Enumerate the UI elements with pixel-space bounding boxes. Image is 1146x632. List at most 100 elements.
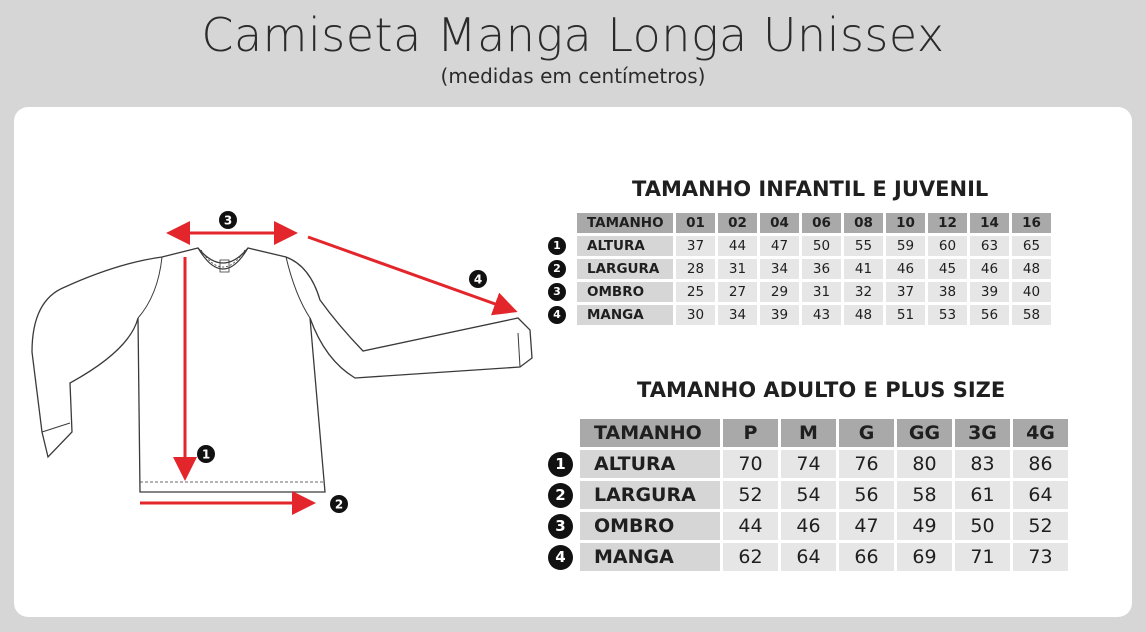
table-row: 2 LARGURA 28 31 34 36 41 46 45 46 48	[548, 259, 1051, 279]
row-number-badge: 4	[548, 544, 573, 570]
measurement-value: 44	[718, 236, 757, 256]
row-number-cell: 2	[548, 259, 574, 279]
measurement-value: 30	[676, 305, 715, 325]
measurement-value: 71	[955, 543, 1010, 571]
shirt-outline	[31, 247, 533, 493]
measurement-value: 34	[718, 305, 757, 325]
table-row: 1 ALTURA 70 74 76 80 83 86	[548, 450, 1068, 478]
row-number-cell: 4	[548, 543, 577, 571]
size-column-header: GG	[897, 419, 952, 447]
size-column-header: 16	[1012, 213, 1051, 233]
adulto-size-table: TAMANHO P M G GG 3G 4G 1 ALTURA 70 74 76 80 83 86 2 LARG…	[545, 416, 1071, 574]
measurement-value: 54	[781, 481, 836, 509]
measurement-value: 63	[970, 236, 1009, 256]
measurement-value: 29	[760, 282, 799, 302]
adulto-table-title: TAMANHO ADULTO E PLUS SIZE	[637, 378, 1006, 402]
measurement-value: 25	[676, 282, 715, 302]
measurement-value: 49	[897, 512, 952, 540]
measurement-value: 48	[844, 305, 883, 325]
measurement-value: 40	[1012, 282, 1051, 302]
shirt-diagram: 3 4 1 2	[31, 211, 533, 515]
row-number-cell: 1	[548, 450, 577, 478]
measurement-value: 28	[676, 259, 715, 279]
infantil-size-table: TAMANHO 01 02 04 06 08 10 12 14 16 1 ALTURA 37 44 47 50…	[545, 210, 1054, 328]
row-number-cell: 3	[548, 512, 577, 540]
measurement-value: 74	[781, 450, 836, 478]
row-number-badge: 4	[548, 306, 566, 324]
measurement-value: 39	[760, 305, 799, 325]
measurement-value: 51	[886, 305, 925, 325]
measurement-value: 36	[802, 259, 841, 279]
measurement-value: 64	[1013, 481, 1068, 509]
size-column-header: 3G	[955, 419, 1010, 447]
measurement-value: 48	[1012, 259, 1051, 279]
size-column-header: P	[723, 419, 778, 447]
measurement-value: 69	[897, 543, 952, 571]
measurement-value: 58	[897, 481, 952, 509]
table-row: 2 LARGURA 52 54 56 58 61 64	[548, 481, 1068, 509]
measurement-label: ALTURA	[580, 450, 720, 478]
infantil-table-title: TAMANHO INFANTIL E JUVENIL	[632, 177, 989, 201]
marker-2-badge: 2	[330, 495, 348, 513]
page-title: Camiseta Manga Longa Unissex	[201, 8, 945, 62]
arrow-manga	[307, 235, 518, 316]
measurement-value: 32	[844, 282, 883, 302]
number-column-spacer	[548, 419, 577, 447]
row-number-cell: 3	[548, 282, 574, 302]
measurement-value: 39	[970, 282, 1009, 302]
table-row: 3 OMBRO 44 46 47 49 50 52	[548, 512, 1068, 540]
measurement-label: LARGURA	[580, 481, 720, 509]
size-column-header: 4G	[1013, 419, 1068, 447]
svg-text:3: 3	[224, 214, 232, 228]
measurement-value: 31	[718, 259, 757, 279]
measurement-value: 37	[676, 236, 715, 256]
measurement-label: MANGA	[577, 305, 673, 325]
svg-text:1: 1	[202, 448, 210, 462]
table-header-row: TAMANHO 01 02 04 06 08 10 12 14 16	[548, 213, 1051, 233]
size-column-header: 14	[970, 213, 1009, 233]
measurement-label: LARGURA	[577, 259, 673, 279]
measurement-value: 45	[928, 259, 967, 279]
measurement-value: 64	[781, 543, 836, 571]
row-number-badge: 1	[548, 237, 566, 255]
size-column-header: M	[781, 419, 836, 447]
marker-4-badge: 4	[469, 270, 487, 288]
svg-text:2: 2	[335, 498, 343, 512]
measurement-value: 65	[1012, 236, 1051, 256]
size-column-header: 06	[802, 213, 841, 233]
measurement-value: 46	[970, 259, 1009, 279]
measurement-value: 34	[760, 259, 799, 279]
measurement-value: 55	[844, 236, 883, 256]
size-column-header: 12	[928, 213, 967, 233]
measurement-value: 66	[839, 543, 894, 571]
row-number-cell: 1	[548, 236, 574, 256]
header-size-label: TAMANHO	[580, 419, 720, 447]
measurement-value: 43	[802, 305, 841, 325]
table-row: 1 ALTURA 37 44 47 50 55 59 60 63 65	[548, 236, 1051, 256]
measurement-value: 44	[723, 512, 778, 540]
measurement-value: 46	[781, 512, 836, 540]
measurement-value: 50	[955, 512, 1010, 540]
svg-text:4: 4	[474, 273, 482, 287]
table-row: 3 OMBRO 25 27 29 31 32 37 38 39 40	[548, 282, 1051, 302]
marker-1-badge: 1	[197, 445, 215, 463]
header-size-label: TAMANHO	[577, 213, 673, 233]
measurement-value: 76	[839, 450, 894, 478]
measurement-value: 52	[723, 481, 778, 509]
measurement-label: MANGA	[580, 543, 720, 571]
measurement-value: 41	[844, 259, 883, 279]
size-column-header: 10	[886, 213, 925, 233]
measurement-label: ALTURA	[577, 236, 673, 256]
measurement-value: 46	[886, 259, 925, 279]
page-subtitle: (medidas em centímetros)	[440, 64, 706, 88]
size-column-header: G	[839, 419, 894, 447]
measurement-value: 38	[928, 282, 967, 302]
marker-3-badge: 3	[219, 211, 237, 229]
measurement-value: 50	[802, 236, 841, 256]
size-column-header: 02	[718, 213, 757, 233]
row-number-badge: 2	[548, 482, 573, 508]
measurement-value: 37	[886, 282, 925, 302]
measurement-value: 70	[723, 450, 778, 478]
measurement-value: 60	[928, 236, 967, 256]
size-column-header: 04	[760, 213, 799, 233]
